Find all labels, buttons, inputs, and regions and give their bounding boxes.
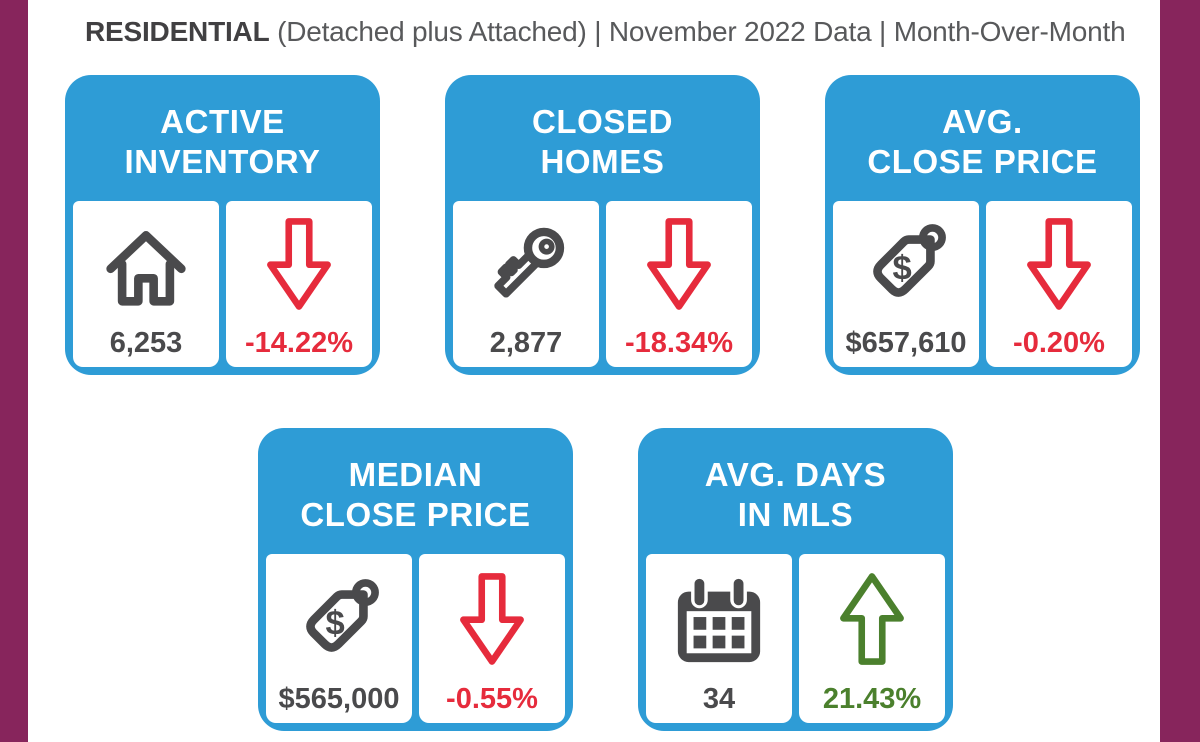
- card-body: 2,877 -18.34%: [453, 201, 752, 367]
- page-title: RESIDENTIAL (Detached plus Attached) | N…: [85, 16, 1126, 48]
- card-avg-days-in-mls: AVG. DAYS IN MLS: [638, 428, 953, 731]
- price-tag-icon: $: [291, 554, 387, 684]
- page-title-detail: (Detached plus Attached) | November 2022…: [269, 16, 1126, 47]
- metric-change: 21.43%: [822, 682, 922, 715]
- value-panel: $ $565,000: [266, 554, 412, 723]
- card-body: 6,253 -14.22%: [73, 201, 372, 367]
- value-panel: 34: [646, 554, 792, 723]
- value-panel: 2,877: [453, 201, 599, 367]
- change-panel: -18.34%: [606, 201, 752, 367]
- card-title-line2: IN MLS: [737, 496, 854, 533]
- metric-change: -0.55%: [446, 682, 538, 715]
- card-closed-homes: CLOSED HOMES 2,877 -18.34%: [445, 75, 760, 375]
- card-title-line1: ACTIVE: [160, 103, 285, 140]
- card-title-line2: HOMES: [540, 143, 665, 180]
- card-body: 34 21.43%: [646, 554, 945, 723]
- arrow-up-icon: [839, 554, 905, 684]
- value-panel: $ $657,610: [833, 201, 979, 367]
- left-border-bar: [0, 0, 28, 742]
- card-title: CLOSED HOMES: [453, 83, 752, 201]
- card-title: MEDIAN CLOSE PRICE: [266, 436, 565, 554]
- metric-value: $565,000: [278, 682, 400, 715]
- card-title: AVG. CLOSE PRICE: [833, 83, 1132, 201]
- card-body: $ $565,000 -0.55%: [266, 554, 565, 723]
- card-title: AVG. DAYS IN MLS: [646, 436, 945, 554]
- card-active-inventory: ACTIVE INVENTORY 6,253 -14.22%: [65, 75, 380, 375]
- metric-value: 6,253: [109, 326, 183, 359]
- arrow-down-icon: [459, 554, 525, 684]
- card-title-line1: AVG.: [942, 103, 1023, 140]
- change-panel: -14.22%: [226, 201, 372, 367]
- card-title: ACTIVE INVENTORY: [73, 83, 372, 201]
- page-title-category: RESIDENTIAL: [85, 16, 270, 47]
- card-title-line2: CLOSE PRICE: [300, 496, 531, 533]
- change-panel: -0.20%: [986, 201, 1132, 367]
- card-title-line2: INVENTORY: [124, 143, 321, 180]
- svg-text:$: $: [326, 604, 345, 642]
- card-median-close-price: MEDIAN CLOSE PRICE $ $565,000: [258, 428, 573, 731]
- change-panel: -0.55%: [419, 554, 565, 723]
- right-border-bar: [1160, 0, 1200, 742]
- card-title-line1: CLOSED: [531, 103, 674, 140]
- arrow-down-icon: [1026, 201, 1092, 328]
- arrow-down-icon: [646, 201, 712, 328]
- metric-value: $657,610: [845, 326, 967, 359]
- card-title-line1: MEDIAN: [348, 456, 483, 493]
- price-tag-icon: $: [858, 201, 954, 328]
- metric-value: 2,877: [489, 326, 563, 359]
- metric-change: -14.22%: [244, 326, 353, 359]
- card-body: $ $657,610 -0.20%: [833, 201, 1132, 367]
- change-panel: 21.43%: [799, 554, 945, 723]
- metric-value: 34: [702, 682, 736, 715]
- key-icon: [479, 201, 573, 328]
- metric-change: -18.34%: [624, 326, 733, 359]
- card-title-line1: AVG. DAYS: [704, 456, 887, 493]
- arrow-down-icon: [266, 201, 332, 328]
- card-avg-close-price: AVG. CLOSE PRICE $ $657,610 -0: [825, 75, 1140, 375]
- value-panel: 6,253: [73, 201, 219, 367]
- metric-change: -0.20%: [1013, 326, 1105, 359]
- house-icon: [98, 201, 194, 328]
- svg-text:$: $: [893, 250, 912, 288]
- card-title-line2: CLOSE PRICE: [867, 143, 1098, 180]
- calendar-icon: [670, 554, 768, 684]
